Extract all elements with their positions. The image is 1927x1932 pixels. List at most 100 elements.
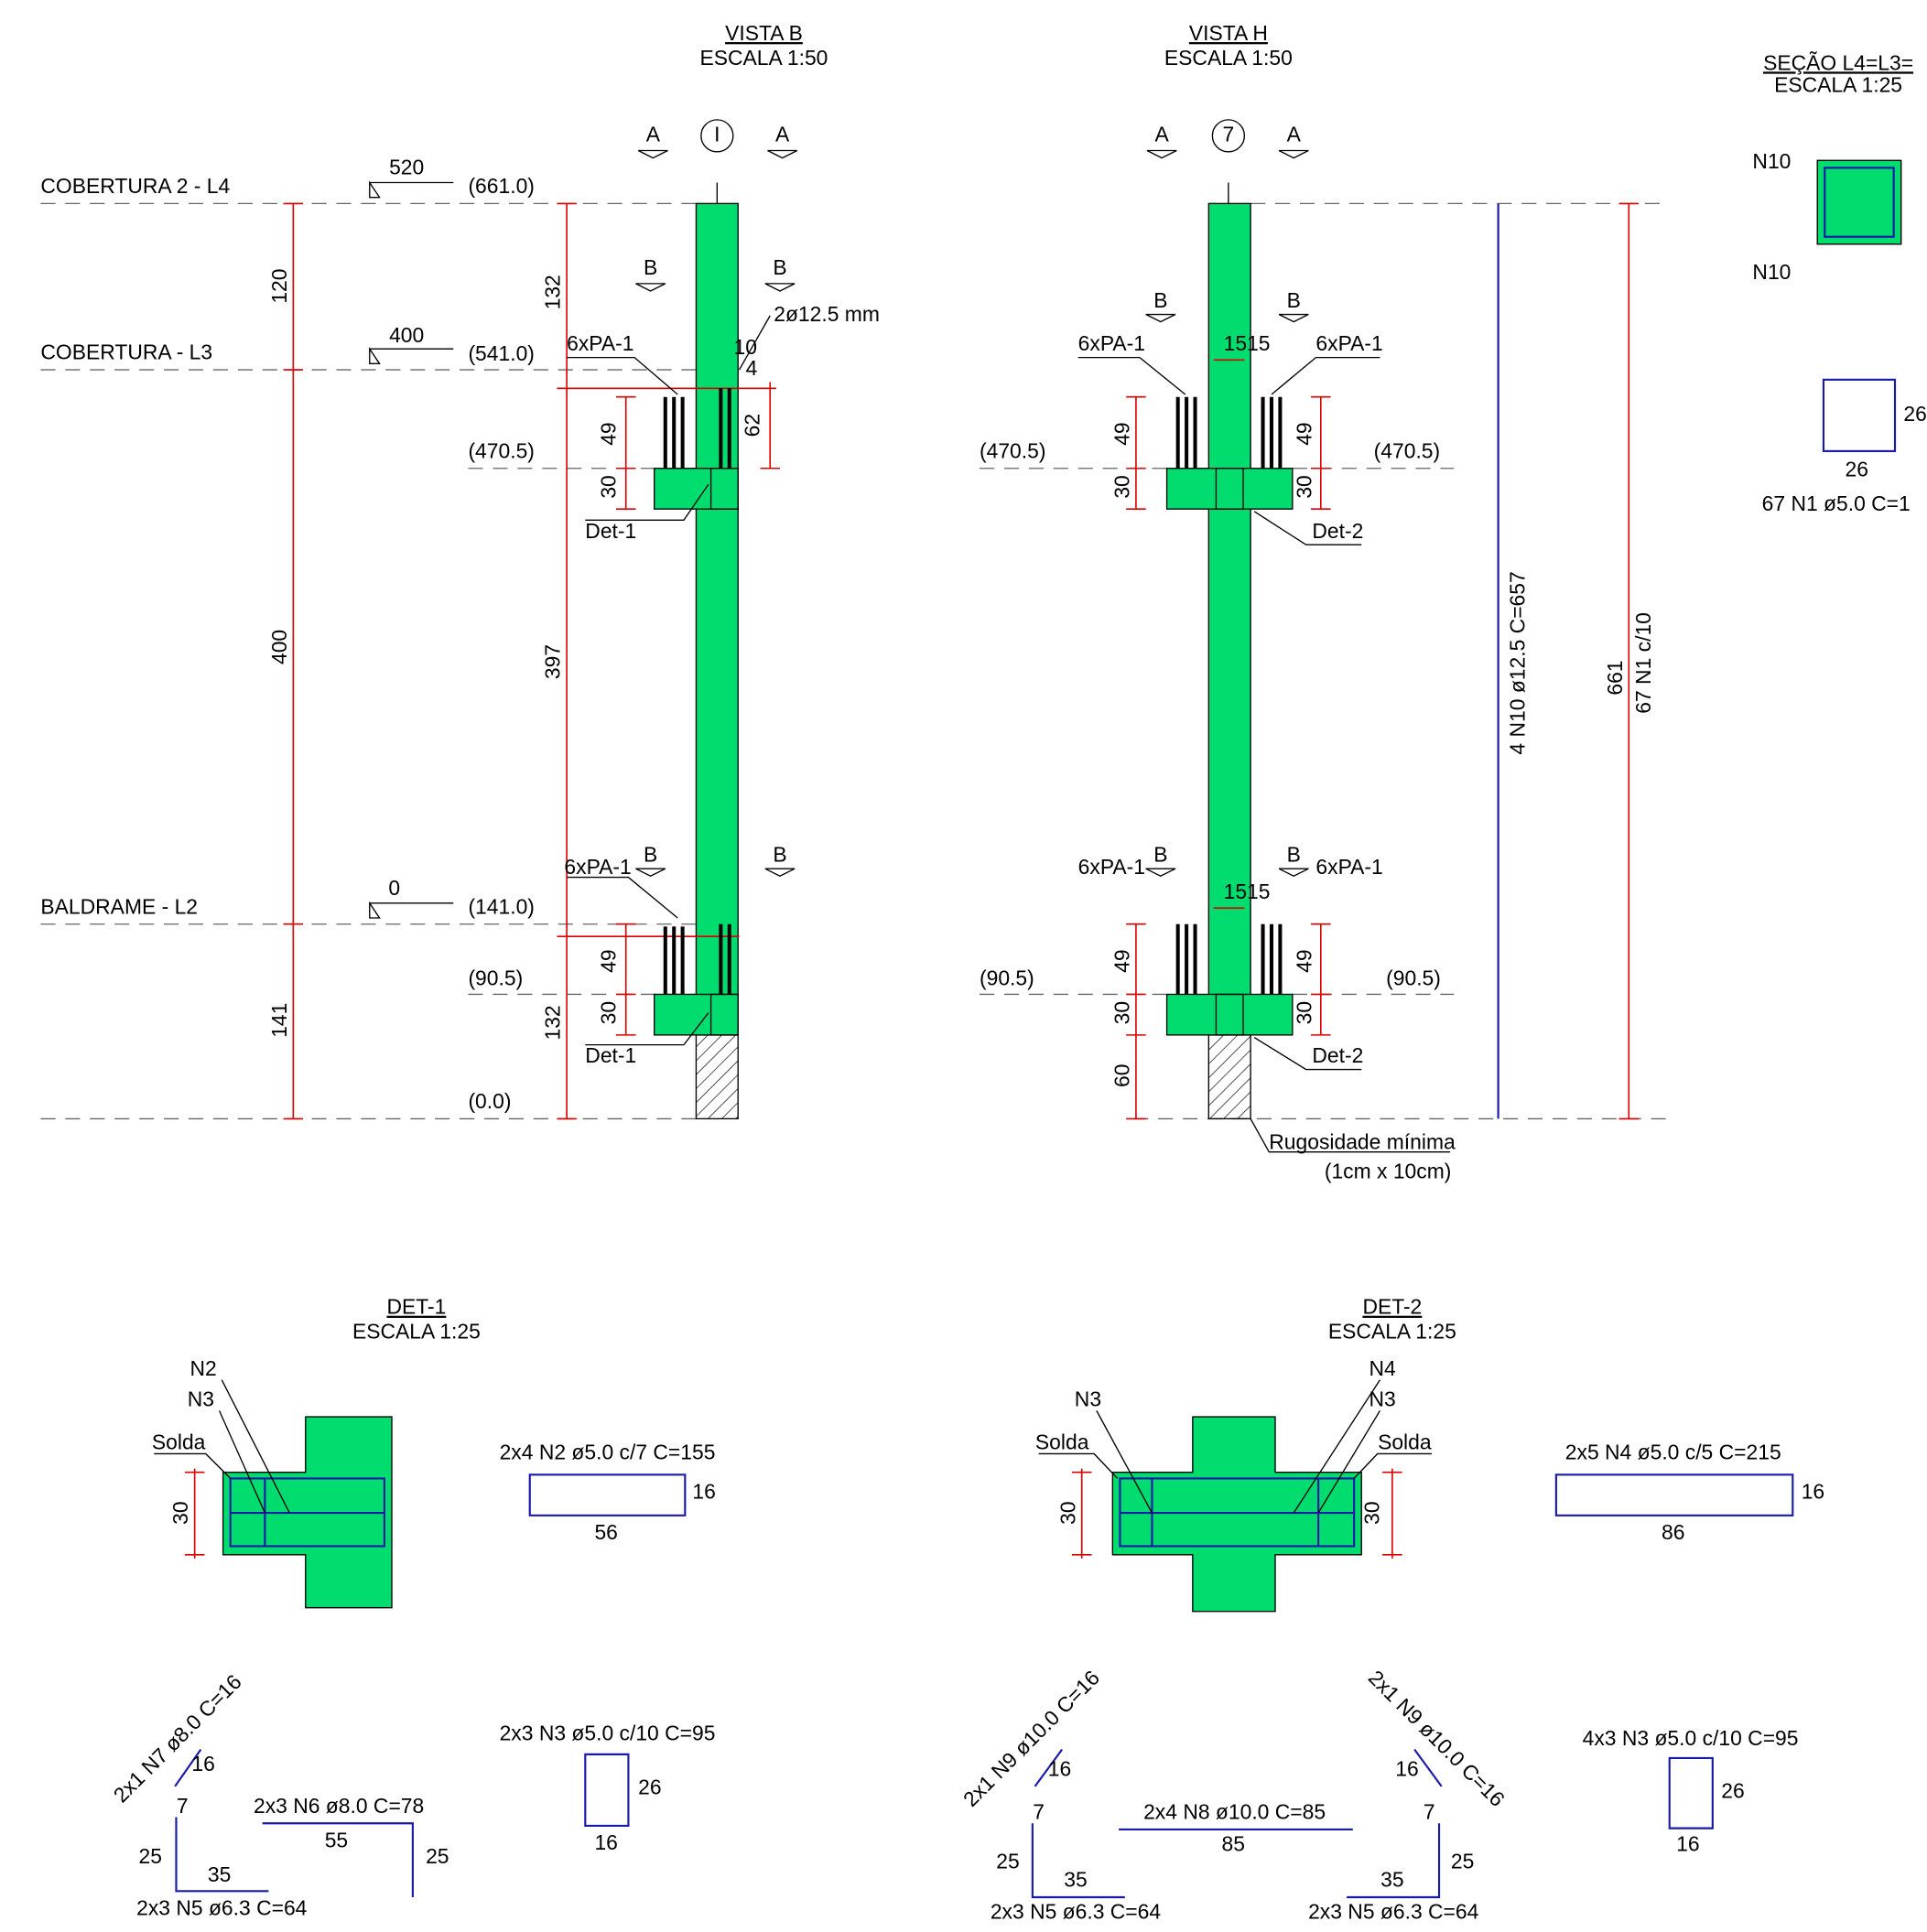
label: 25 xyxy=(426,1844,449,1868)
view-title: VISTA H xyxy=(1189,21,1268,45)
label: (141.0) xyxy=(468,894,534,918)
view-title: DET-2 xyxy=(1362,1295,1422,1319)
label: 49 xyxy=(1110,949,1134,972)
label: 49 xyxy=(596,422,620,445)
label: (90.5) xyxy=(1386,966,1441,989)
label: 26 xyxy=(1846,457,1868,480)
label: 2x3 N5 ø6.3 C=64 xyxy=(136,1896,308,1920)
label: Rugosidade mínima xyxy=(1269,1129,1456,1153)
label: N3 xyxy=(1369,1387,1395,1411)
label: 16 xyxy=(1676,1832,1699,1856)
label: 16 xyxy=(191,1752,214,1775)
vista-h-shapes xyxy=(1077,119,1640,1153)
label: 2x3 N5 ø6.3 C=64 xyxy=(991,1900,1162,1924)
label: 132 xyxy=(541,275,565,309)
label: 7 xyxy=(1223,122,1235,146)
label: A xyxy=(646,122,661,146)
label: 6xPA-1 xyxy=(1315,331,1382,355)
label: B xyxy=(773,843,786,867)
label: B xyxy=(644,255,657,279)
label: 400 xyxy=(389,323,424,347)
label: 661 xyxy=(1603,660,1627,695)
view-scale: ESCALA 1:25 xyxy=(1774,73,1902,97)
label: 2x1 N7 ø8.0 C=16 xyxy=(109,1669,246,1807)
label: 49 xyxy=(1293,422,1316,445)
view-scale: ESCALA 1:25 xyxy=(352,1320,481,1344)
label: 16 xyxy=(1395,1756,1418,1780)
label: 35 xyxy=(208,1862,231,1886)
vista-b-shapes xyxy=(40,119,1670,1120)
label: B xyxy=(1287,288,1301,312)
label: 2ø12.5 mm xyxy=(774,302,880,326)
label: 120 xyxy=(267,268,291,303)
label: Det-1 xyxy=(585,519,636,543)
label: 35 xyxy=(1380,1868,1403,1892)
label: (470.5) xyxy=(468,438,534,462)
label: BALDRAME - L2 xyxy=(40,894,198,918)
label: 6xPA-1 xyxy=(567,331,633,355)
label: 26 xyxy=(1721,1779,1744,1803)
label: 30 xyxy=(1110,1001,1134,1024)
label: 2x1 N9 ø10.0 C=16 xyxy=(958,1666,1104,1811)
label: 400 xyxy=(267,630,291,664)
label: 2x5 N4 ø5.0 c/5 C=215 xyxy=(1565,1441,1781,1464)
label: 2x1 N9 ø10.0 C=16 xyxy=(1364,1666,1510,1811)
label: B xyxy=(1153,288,1167,312)
label: 25 xyxy=(1451,1849,1474,1873)
label: COBERTURA - L3 xyxy=(40,340,212,364)
label: 6xPA-1 xyxy=(1078,331,1145,355)
label: N2 xyxy=(189,1356,216,1380)
label: 6xPA-1 xyxy=(1315,855,1382,879)
label: 30 xyxy=(1110,475,1134,498)
label: 30 xyxy=(596,1001,620,1024)
label: 6xPA-1 xyxy=(1078,855,1145,879)
det-1-shapes xyxy=(154,1379,687,1898)
label: 2x3 N6 ø8.0 C=78 xyxy=(254,1794,424,1818)
label: 1515 xyxy=(1224,331,1271,355)
label: N10 xyxy=(1752,260,1791,284)
label: N4 xyxy=(1369,1356,1396,1380)
label: B xyxy=(1287,843,1301,867)
view-title: VISTA B xyxy=(725,21,803,45)
label: COBERTURA 2 - L4 xyxy=(40,174,230,198)
label: (661.0) xyxy=(468,174,534,198)
label: 16 xyxy=(1802,1480,1824,1504)
label: A xyxy=(775,122,790,146)
label: B xyxy=(1153,843,1167,867)
view-scale: ESCALA 1:25 xyxy=(1328,1320,1456,1344)
label: 520 xyxy=(389,156,424,179)
label: Det-2 xyxy=(1312,519,1363,543)
label: (470.5) xyxy=(980,438,1045,462)
label: 26 xyxy=(1903,402,1926,426)
label: (470.5) xyxy=(1374,438,1440,462)
label: B xyxy=(644,843,657,867)
view-scale: ESCALA 1:50 xyxy=(700,46,828,70)
label: (90.5) xyxy=(468,966,523,989)
label: 0 xyxy=(388,876,400,900)
label: 4 N10 ø12.5 C=657 xyxy=(1506,571,1530,754)
label: 30 xyxy=(1056,1501,1079,1524)
label: 49 xyxy=(596,949,620,972)
label: 67 N1 ø5.0 C=1 xyxy=(1762,491,1911,515)
label: 30 xyxy=(596,475,620,498)
label: 10 xyxy=(734,335,757,359)
label: 397 xyxy=(541,644,565,679)
label: I xyxy=(714,122,720,146)
label: Solda xyxy=(1035,1430,1089,1454)
label: 85 xyxy=(1222,1832,1245,1856)
label: 2x4 N2 ø5.0 c/7 C=155 xyxy=(500,1441,716,1464)
label: 2x3 N3 ø5.0 c/10 C=95 xyxy=(500,1721,716,1744)
view-title: DET-1 xyxy=(387,1295,447,1319)
label: N10 xyxy=(1752,149,1791,173)
label: N3 xyxy=(1075,1387,1101,1411)
label: 7 xyxy=(177,1794,189,1818)
label: 6xPA-1 xyxy=(564,855,631,879)
label: 16 xyxy=(1048,1756,1071,1780)
label: 4x3 N3 ø5.0 c/10 C=95 xyxy=(1583,1726,1799,1750)
det-2-shapes xyxy=(1031,1379,1794,1899)
label: 141 xyxy=(267,1003,291,1038)
label: 35 xyxy=(1064,1868,1087,1892)
label: 49 xyxy=(1293,949,1316,972)
label: 16 xyxy=(692,1480,715,1504)
